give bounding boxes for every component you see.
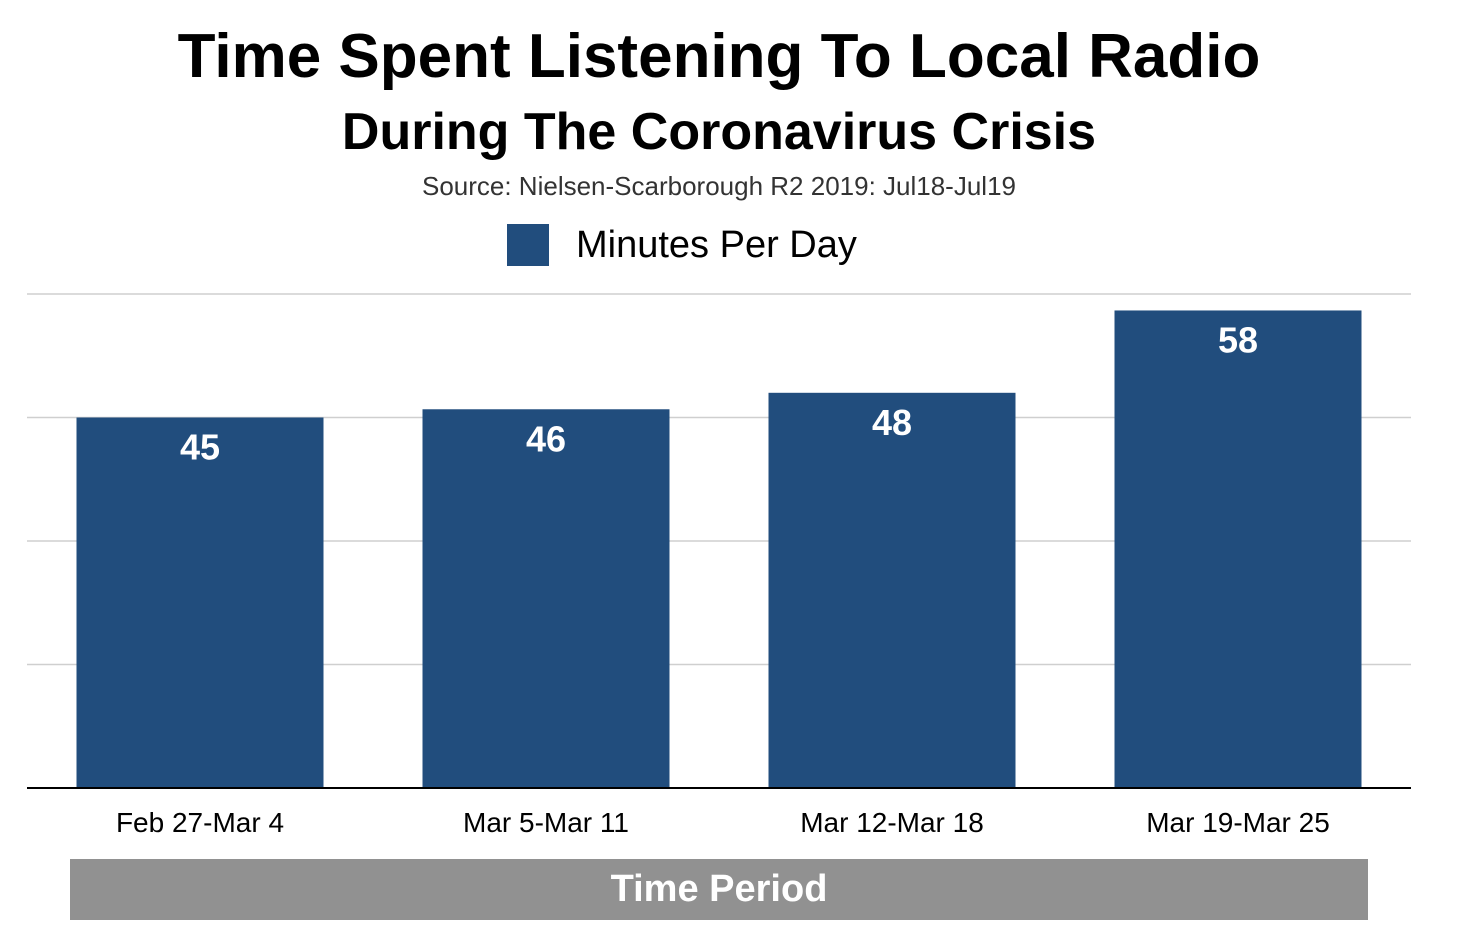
data-label: 45 <box>180 427 220 468</box>
data-label: 46 <box>526 418 566 459</box>
x-tick-label: Mar 12-Mar 18 <box>800 807 984 838</box>
bar <box>768 392 1016 788</box>
chart-source: Source: Nielsen-Scarborough R2 2019: Jul… <box>421 171 1016 201</box>
legend: Minutes Per Day <box>507 222 857 268</box>
chart-subtitle: During The Coronavirus Crisis <box>341 103 1097 161</box>
bar <box>76 417 324 788</box>
bar <box>422 409 670 788</box>
legend-label: Minutes Per Day <box>576 224 857 266</box>
chart-title: Time Spent Listening To Local Radio <box>177 22 1261 91</box>
x-tick-label: Mar 5-Mar 11 <box>463 807 629 838</box>
x-axis-title: Time Period <box>610 868 828 910</box>
x-axis-title-bar: Time Period <box>70 859 1368 920</box>
bar <box>1114 310 1362 788</box>
legend-swatch <box>507 224 549 266</box>
data-label: 48 <box>872 402 912 443</box>
x-tick-label: Feb 27-Mar 4 <box>116 807 284 838</box>
data-label: 58 <box>1218 319 1258 360</box>
x-tick-label: Mar 19-Mar 25 <box>1146 807 1330 838</box>
